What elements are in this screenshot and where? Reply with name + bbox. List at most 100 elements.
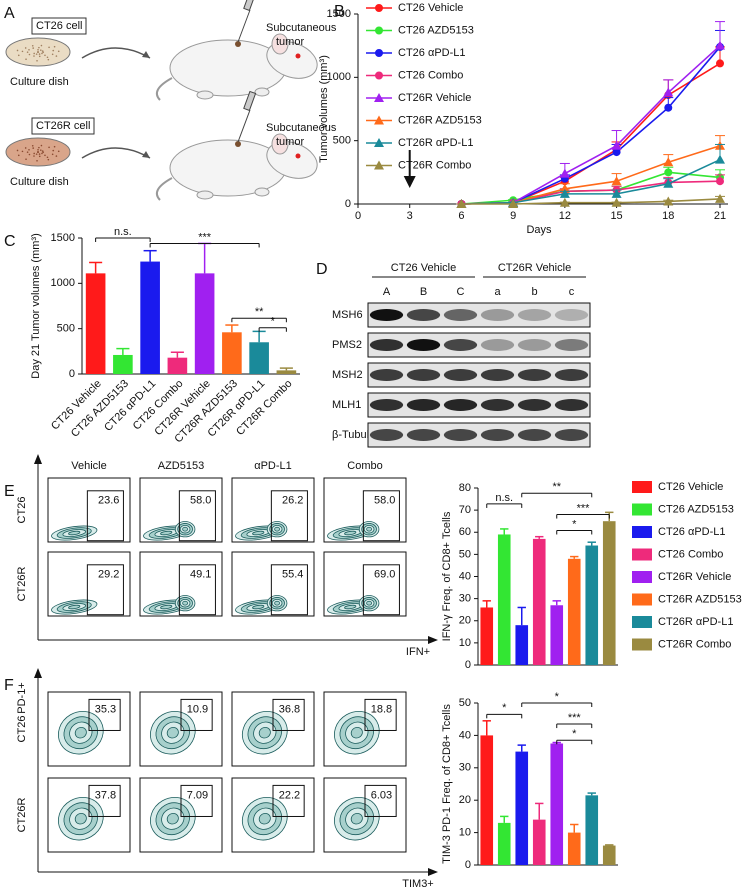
legend-label: CT26R αPD-L1 [398, 137, 473, 149]
legend-label: CT26 αPD-L1 [658, 526, 726, 538]
legend-label: CT26R Combo [658, 638, 731, 650]
panel-label: E [4, 483, 15, 500]
y-tick-label: 0 [69, 368, 75, 380]
marker [456, 199, 467, 208]
significance-label: *** [198, 231, 212, 243]
marker [716, 177, 724, 186]
row-label: CT26R [16, 567, 28, 602]
cell-dot [25, 58, 27, 60]
y-tick-label: 1500 [327, 8, 351, 20]
cell-dot [33, 152, 35, 155]
cell-dot [16, 49, 19, 52]
gate [180, 698, 213, 731]
gate [270, 564, 308, 616]
cell-dot [38, 55, 41, 58]
mouse-foot [196, 90, 214, 100]
gate-value: 23.6 [98, 495, 119, 507]
bar [85, 273, 106, 374]
legend-swatch [632, 616, 652, 628]
band [480, 309, 515, 321]
cell-dot [44, 54, 46, 57]
band [554, 399, 589, 411]
gate-value: 10.9 [187, 703, 208, 715]
y-tick-label: 40 [459, 570, 471, 582]
lane-label: a [494, 286, 501, 298]
marker [611, 140, 622, 150]
bar [167, 357, 188, 374]
cell-dot [38, 146, 40, 149]
marker [664, 168, 673, 177]
contour [350, 812, 363, 825]
significance-label: n.s. [495, 492, 513, 504]
column-label: Combo [347, 460, 382, 472]
series-line [461, 45, 721, 205]
y-axis-label: PD-1+ [16, 682, 28, 714]
cell-dot [37, 49, 39, 51]
bar [550, 743, 564, 865]
cell-dot [28, 148, 30, 151]
y-tick-label: 500 [333, 135, 351, 147]
y-tick-label: 30 [459, 762, 471, 774]
panel-label: D [316, 261, 328, 278]
y-tick-label: 0 [465, 659, 471, 671]
blot-strip [367, 392, 591, 418]
y-tick-label: 1000 [327, 71, 351, 83]
band [554, 309, 589, 321]
cell-dot [40, 49, 42, 51]
column-label: αPD-L1 [254, 460, 292, 472]
contour [258, 726, 271, 739]
legend-marker [374, 93, 384, 102]
significance-label: *** [577, 502, 591, 514]
cell-dot [33, 155, 35, 157]
legend-label: CT26R AZD5153 [398, 114, 482, 126]
x-tick-label: 0 [355, 210, 361, 222]
gate-value: 29.2 [98, 569, 119, 581]
protein-label: β-Tubulin [332, 429, 378, 441]
tumor-label: tumor [276, 36, 304, 48]
mouse-ear [271, 33, 289, 55]
treatment-arrow-head [403, 176, 416, 188]
gate [270, 490, 308, 542]
syringe [237, 9, 251, 43]
y-tick-label: 10 [459, 637, 471, 649]
syringe-barrel [243, 90, 257, 112]
contour [252, 604, 265, 610]
y-tick-label: 40 [459, 729, 471, 741]
cell-dot [41, 150, 44, 152]
column-label: AZD5153 [158, 460, 204, 472]
cell-dot [53, 145, 56, 148]
series-line [461, 144, 721, 205]
legend-label: CT26 AZD5153 [658, 503, 734, 515]
legend-label: CT26 AZD5153 [398, 24, 474, 36]
mouse-eye [295, 53, 301, 59]
marker [715, 154, 725, 164]
x-tick-label: 21 [714, 210, 726, 222]
gate [178, 490, 216, 542]
band [443, 369, 478, 381]
gate [364, 784, 397, 817]
band [369, 339, 404, 351]
marker [559, 168, 570, 178]
x-tick-label: 9 [510, 210, 516, 222]
cell-dot [44, 154, 46, 157]
y-tick-label: 500 [57, 323, 75, 335]
band [480, 339, 515, 351]
legend-swatch [632, 526, 652, 538]
cell-dot [38, 153, 41, 155]
gate-value: 58.0 [374, 495, 395, 507]
cell-dot [40, 44, 43, 47]
bar [550, 605, 564, 665]
gate-value: 37.8 [95, 789, 116, 801]
mouse-foot [254, 187, 270, 197]
contour [274, 526, 280, 532]
mouse-tail [156, 77, 173, 101]
group-label: CT26 Vehicle [391, 262, 456, 274]
lane-label: A [383, 286, 391, 298]
cell-dot [41, 50, 44, 52]
tumor-label: Subcutaneous [266, 122, 337, 134]
y-tick-label: 60 [459, 526, 471, 538]
band [480, 399, 515, 411]
row-label: CT26 [16, 497, 28, 524]
cell-dot [37, 149, 39, 151]
cell-dot [40, 144, 43, 147]
